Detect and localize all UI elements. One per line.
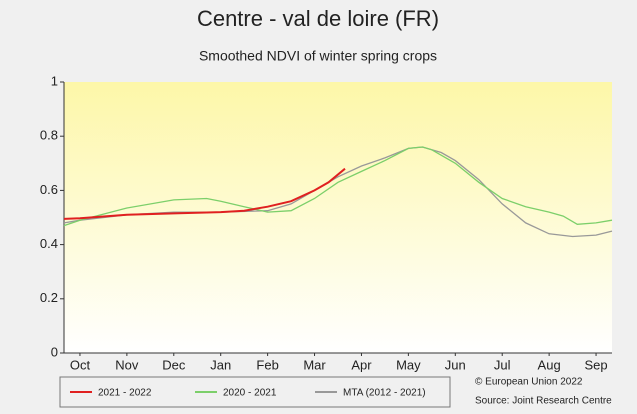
y-tick-label: 0.8 (40, 128, 58, 143)
x-tick-label: Apr (351, 357, 372, 372)
x-tick-label: Jan (210, 357, 231, 372)
x-tick-label: Aug (538, 357, 561, 372)
x-tick-label: Mar (303, 357, 326, 372)
series-line (63, 167, 346, 220)
legend-label: 2020 - 2021 (223, 388, 277, 399)
x-tick-label: Jul (494, 357, 511, 372)
x-tick-label: Sep (584, 357, 607, 372)
legend-label: 2021 - 2022 (98, 388, 152, 399)
annotation: Source: Joint Research Centre (475, 396, 612, 407)
y-tick-label: 0.6 (40, 182, 58, 197)
legend-label: MTA (2012 - 2021) (343, 388, 426, 399)
y-tick-label: 0 (51, 344, 58, 359)
x-tick-label: Nov (115, 357, 139, 372)
chart-title: Centre - val de loire (FR) (197, 6, 439, 31)
annotation: © European Union 2022 (475, 377, 583, 388)
y-tick-label: 0.4 (40, 236, 58, 251)
x-tick-label: Oct (70, 357, 91, 372)
chart-subtitle: Smoothed NDVI of winter spring crops (199, 48, 437, 64)
plot-area (64, 82, 612, 353)
x-tick-label: Jun (445, 357, 466, 372)
x-tick-label: Dec (162, 357, 186, 372)
y-tick-label: 1 (51, 73, 58, 88)
legend-box (59, 376, 451, 408)
x-tick-label: May (396, 357, 421, 372)
x-tick-label: Feb (256, 357, 278, 372)
y-tick-label: 0.2 (40, 290, 58, 305)
series-line (63, 146, 613, 227)
